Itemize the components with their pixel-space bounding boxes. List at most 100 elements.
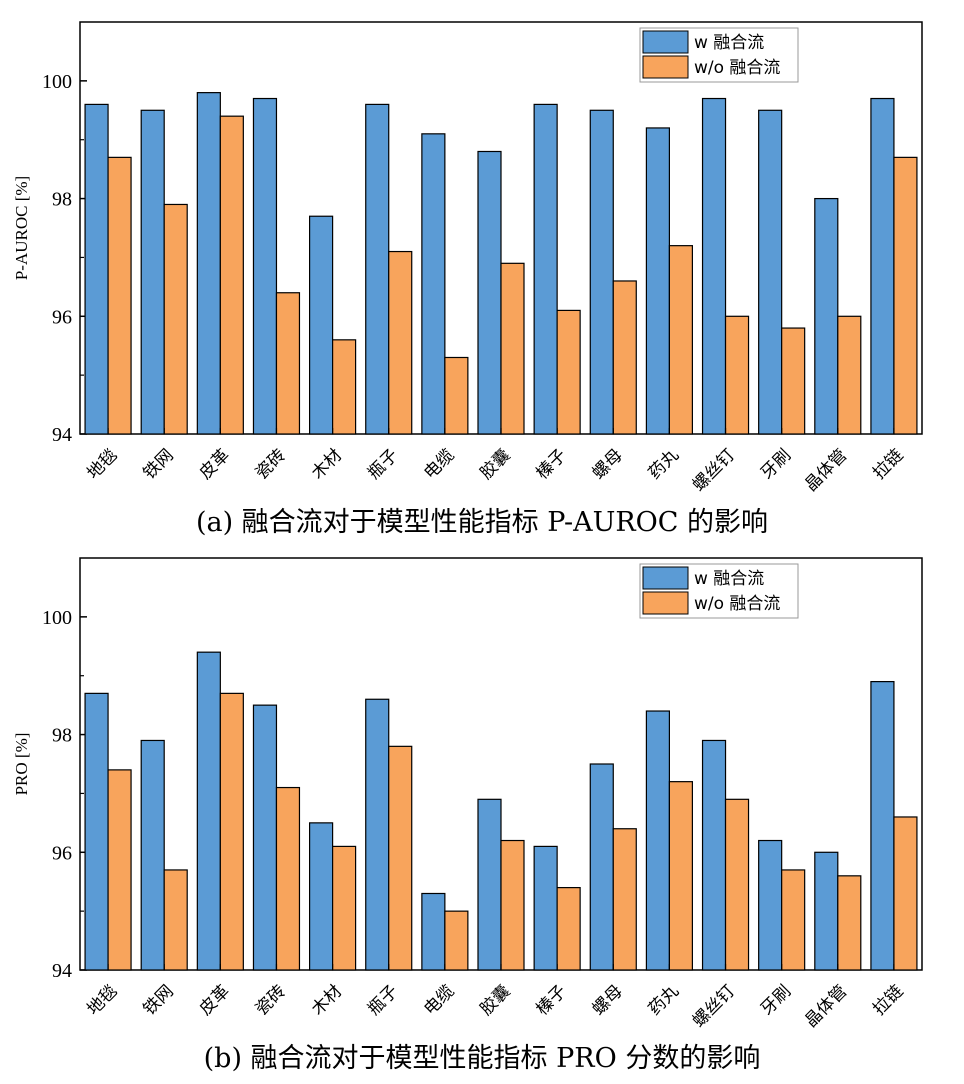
bar-with-fusion xyxy=(421,133,446,435)
bar-without-fusion xyxy=(556,886,581,971)
x-tick-label: 螺丝钉 xyxy=(689,981,739,1031)
legend-swatch-with xyxy=(642,30,689,54)
x-tick-label: 螺母 xyxy=(589,981,627,1019)
bar-without-fusion xyxy=(500,839,525,971)
x-tick-label: 木材 xyxy=(308,445,346,483)
bar-without-fusion xyxy=(219,692,244,971)
bar-without-fusion xyxy=(332,339,357,435)
legend-swatch-with xyxy=(642,566,689,590)
bar-without-fusion xyxy=(612,828,637,971)
bar-without-fusion xyxy=(556,309,581,435)
legend: w 融合流 w/o 融合流 xyxy=(639,27,799,83)
legend: w 融合流 w/o 融合流 xyxy=(639,563,799,619)
x-tick-label: 牙刷 xyxy=(757,981,795,1019)
bar-without-fusion xyxy=(444,910,469,971)
bar-without-fusion xyxy=(388,250,413,435)
bar-without-fusion xyxy=(724,315,750,435)
legend-label-without: w/o 融合流 xyxy=(694,58,780,78)
bar-without-fusion xyxy=(388,745,413,971)
bar-with-fusion xyxy=(814,851,839,971)
bar-with-fusion xyxy=(252,704,278,971)
x-tick-label: 木材 xyxy=(308,981,346,1019)
bar-with-fusion xyxy=(196,651,221,971)
bar-with-fusion xyxy=(140,739,165,971)
bar-without-fusion xyxy=(893,816,918,971)
y-tick-label: 100 xyxy=(42,71,72,93)
chart-a: 94 96 98 100 P-AUROC [%] 地毯 铁网 皮革 瓷砖 木材 瓶子 电缆 胶囊 榛子 螺母… xyxy=(12,21,923,496)
bar-without-fusion xyxy=(837,315,862,435)
y-tick-label: 96 xyxy=(52,842,72,864)
x-tick-label: 电缆 xyxy=(420,445,458,483)
y-tick-label: 94 xyxy=(52,960,72,982)
x-tick-label: 胶囊 xyxy=(476,981,514,1019)
legend-swatch-without xyxy=(642,55,689,79)
bar-with-fusion xyxy=(140,109,165,435)
x-tick-label: 榛子 xyxy=(532,981,570,1019)
x-tick-label: 皮革 xyxy=(196,445,234,483)
bar-with-fusion xyxy=(365,103,390,435)
bar-with-fusion xyxy=(870,97,895,435)
bar-without-fusion xyxy=(781,869,806,971)
x-tick-label: 地毯 xyxy=(83,445,121,483)
bar-without-fusion xyxy=(332,845,357,971)
x-tick-label: 瓷砖 xyxy=(252,445,290,483)
legend-label-without: w/o 融合流 xyxy=(694,594,780,614)
bar-with-fusion xyxy=(309,215,334,435)
bar-with-fusion xyxy=(252,97,278,435)
x-tick-label: 地毯 xyxy=(83,981,121,1019)
x-tick-label: 药丸 xyxy=(645,445,683,483)
x-tick-label: 螺母 xyxy=(589,445,627,483)
y-axis-label: PRO [%] xyxy=(12,733,31,796)
bar-with-fusion xyxy=(365,698,390,971)
x-tick-label: 晶体管 xyxy=(801,981,851,1031)
bar-without-fusion xyxy=(275,786,301,971)
y-axis-label: P-AUROC [%] xyxy=(12,176,31,280)
x-tick-label: 皮革 xyxy=(196,981,234,1019)
bar-without-fusion xyxy=(107,769,132,971)
bar-with-fusion xyxy=(84,692,109,971)
bar-without-fusion xyxy=(893,156,918,435)
bar-without-fusion xyxy=(444,356,469,435)
bar-with-fusion xyxy=(645,710,671,971)
bar-without-fusion xyxy=(837,875,862,971)
bar-without-fusion xyxy=(668,781,694,971)
bar-with-fusion xyxy=(421,892,446,971)
x-tick-label: 螺丝钉 xyxy=(689,445,739,495)
x-tick-label: 瓶子 xyxy=(364,445,402,483)
bar-with-fusion xyxy=(477,798,502,971)
bar-with-fusion xyxy=(645,127,671,435)
x-tick-label: 拉链 xyxy=(869,981,907,1019)
x-tick-label: 牙刷 xyxy=(757,445,795,483)
y-tick-label: 98 xyxy=(52,725,72,747)
bar-with-fusion xyxy=(533,103,558,435)
bar-with-fusion xyxy=(84,103,109,435)
bar-without-fusion xyxy=(724,798,750,971)
caption-a: (a) 融合流对于模型性能指标 P-AUROC 的影响 xyxy=(195,507,769,538)
bar-without-fusion xyxy=(612,280,637,435)
y-tick-label: 100 xyxy=(42,607,72,629)
x-tick-label: 拉链 xyxy=(869,445,907,483)
bar-with-fusion xyxy=(196,92,221,435)
x-tick-label: 铁网 xyxy=(140,981,178,1019)
bar-with-fusion xyxy=(589,763,614,971)
bar-with-fusion xyxy=(701,739,727,971)
caption-b: (b) 融合流对于模型性能指标 PRO 分数的影响 xyxy=(203,1043,761,1074)
bar-without-fusion xyxy=(275,292,301,435)
legend-swatch-without xyxy=(642,591,689,615)
x-tick-label: 榛子 xyxy=(532,445,570,483)
bar-with-fusion xyxy=(701,97,727,435)
bar-without-fusion xyxy=(500,262,525,435)
bar-without-fusion xyxy=(781,327,806,435)
y-tick-label: 96 xyxy=(52,306,72,328)
x-tick-label: 铁网 xyxy=(140,445,178,483)
bar-with-fusion xyxy=(589,109,614,435)
x-tick-label: 药丸 xyxy=(645,981,683,1019)
y-tick-label: 94 xyxy=(52,424,72,446)
bar-with-fusion xyxy=(870,680,895,971)
legend-label-with: w 融合流 xyxy=(694,33,764,53)
x-tick-label: 瓶子 xyxy=(364,981,402,1019)
x-tick-label: 电缆 xyxy=(420,981,458,1019)
bar-with-fusion xyxy=(477,150,502,435)
legend-label-with: w 融合流 xyxy=(694,569,764,589)
bar-without-fusion xyxy=(163,203,188,435)
